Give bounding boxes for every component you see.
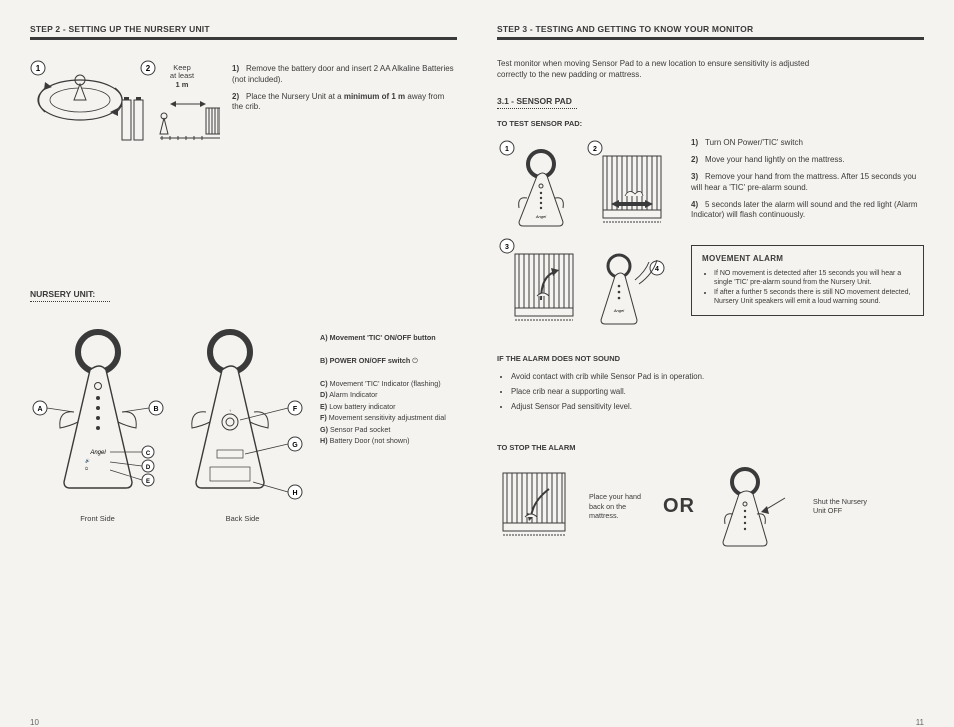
- instr-item: 4)5 seconds later the alarm will sound a…: [691, 200, 924, 222]
- svg-text:↑: ↑: [229, 408, 231, 413]
- legend-item: F) Movement sensitivity adjustment dial: [320, 412, 457, 424]
- instr-item: 2)Move your hand lightly on the mattress…: [691, 155, 924, 166]
- svg-text:2: 2: [593, 146, 597, 153]
- legend-item: G) Sensor Pad socket: [320, 424, 457, 436]
- nursery-unit-label: NURSERY UNIT:: [30, 289, 457, 299]
- legend-item: C) Movement 'TIC' Indicator (flashing): [320, 378, 457, 390]
- legend-item: B) POWER ON/OFF switch ⏻: [320, 355, 457, 367]
- step3-header: STEP 3 - TESTING AND GETTING TO KNOW YOU…: [497, 24, 924, 40]
- keep-label: Keep at least 1 m: [162, 64, 202, 89]
- to-stop-label: TO STOP THE ALARM: [497, 443, 924, 452]
- setup-instructions: 1)Remove the battery door and insert 2 A…: [232, 64, 457, 119]
- page-number-right: 11: [916, 718, 924, 727]
- alarm-box-title: MOVEMENT ALARM: [702, 254, 913, 265]
- instr-item: 1)Remove the battery door and insert 2 A…: [232, 64, 457, 86]
- nursery-front-figure: Angel 🔊 ⏻ A B C D E Front Side: [30, 312, 165, 523]
- svg-text:1: 1: [36, 64, 41, 73]
- or-label: OR: [663, 495, 695, 518]
- dotline: [497, 108, 577, 109]
- legend-item: A) Movement 'TIC' ON/OFF button: [320, 332, 457, 344]
- stop-caption-1: Place your hand back on the mattress.: [589, 492, 649, 520]
- list-item: Place crib near a supporting wall.: [511, 386, 717, 398]
- legend-item: D) Alarm Indicator: [320, 389, 457, 401]
- instr-item: 3)Remove your hand from the mattress. Af…: [691, 172, 924, 194]
- svg-text:1: 1: [505, 146, 509, 153]
- svg-text:4: 4: [655, 266, 659, 273]
- legend-item: H) Battery Door (not shown): [320, 435, 457, 447]
- page-right: STEP 3 - TESTING AND GETTING TO KNOW YOU…: [497, 24, 924, 717]
- front-label: Front Side: [30, 514, 165, 523]
- svg-text:Angel: Angel: [613, 308, 624, 313]
- svg-text:Angel: Angel: [89, 450, 106, 456]
- alarm-box-item: If NO movement is detected after 15 seco…: [714, 269, 913, 288]
- stop-fig-unit: [709, 462, 799, 550]
- legend-item: E) Low battery indicator: [320, 401, 457, 413]
- dotline: [30, 301, 110, 302]
- step3-intro: Test monitor when moving Sensor Pad to a…: [497, 58, 817, 80]
- alarm-box-item: If after a further 5 seconds there is st…: [714, 288, 913, 307]
- instr-item: 2)Place the Nursery Unit at a minimum of…: [232, 92, 457, 114]
- stop-fig-crib: [497, 467, 575, 545]
- svg-text:2: 2: [146, 64, 151, 73]
- svg-text:Angel: Angel: [535, 214, 546, 219]
- svg-text:E: E: [146, 479, 150, 485]
- stop-caption-2: Shut the Nursery Unit OFF: [813, 497, 873, 516]
- movement-alarm-box: MOVEMENT ALARM If NO movement is detecte…: [691, 245, 924, 316]
- svg-text:H: H: [292, 490, 297, 497]
- svg-text:3: 3: [505, 244, 509, 251]
- svg-text:G: G: [292, 442, 298, 449]
- back-label: Back Side: [175, 514, 310, 523]
- svg-text:C: C: [146, 451, 151, 457]
- page-number-left: 10: [30, 718, 39, 727]
- if-alarm-label: IF THE ALARM DOES NOT SOUND: [497, 354, 924, 363]
- list-item: Avoid contact with crib while Sensor Pad…: [511, 371, 717, 383]
- if-alarm-list: Avoid contact with crib while Sensor Pad…: [497, 371, 717, 412]
- svg-text:🔊: 🔊: [85, 458, 90, 463]
- to-test-label: TO TEST SENSOR PAD:: [497, 119, 924, 128]
- svg-text:D: D: [146, 465, 151, 471]
- page-left: STEP 2 - SETTING UP THE NURSERY UNIT: [30, 24, 457, 717]
- svg-text:F: F: [293, 406, 298, 413]
- section-31: 3.1 - SENSOR PAD: [497, 96, 924, 106]
- nursery-back-figure: ↑ F G H Back Side: [175, 312, 310, 523]
- test-figures: 1 Angel 2: [497, 138, 677, 328]
- svg-text:A: A: [37, 406, 42, 413]
- step2-header: STEP 2 - SETTING UP THE NURSERY UNIT: [30, 24, 457, 40]
- list-item: Adjust Sensor Pad sensitivity level.: [511, 401, 717, 413]
- setup-figure: 1 2: [30, 58, 220, 189]
- nursery-legend: A) Movement 'TIC' ON/OFF button B) POWER…: [320, 332, 457, 447]
- instr-item: 1)Turn ON Power/'TIC' switch: [691, 138, 924, 149]
- test-instructions: 1)Turn ON Power/'TIC' switch 2)Move your…: [691, 138, 924, 221]
- svg-text:B: B: [153, 406, 158, 413]
